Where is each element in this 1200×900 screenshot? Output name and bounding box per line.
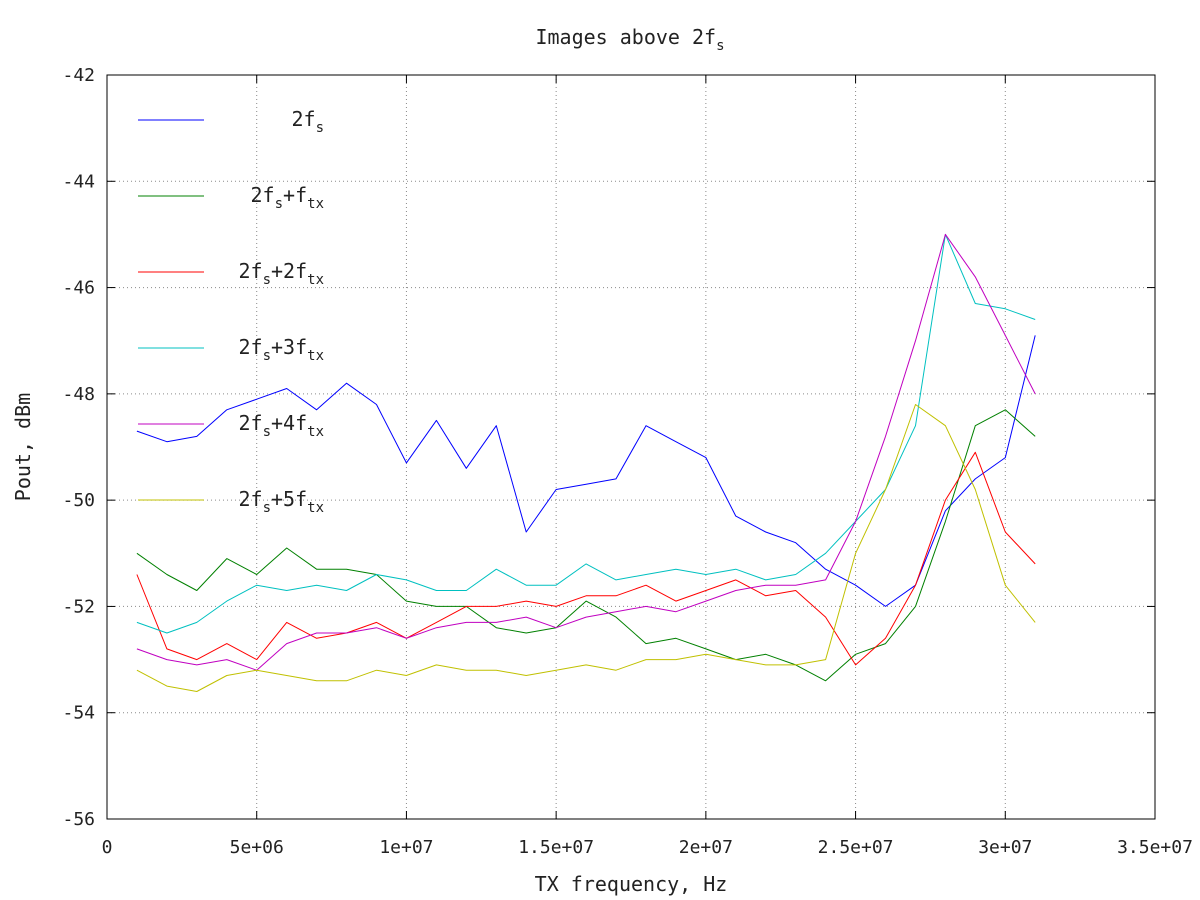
- axis-ticks: [106, 74, 1156, 820]
- x-tick-label: 2.5e+07: [818, 837, 894, 858]
- y-tick-label: -52: [62, 596, 95, 617]
- x-tick-label: 5e+06: [230, 837, 284, 858]
- y-tick-label: -42: [62, 65, 95, 86]
- legend: 2fs 2fs+ftx 2fs+2ftx 2fs+3ftx 2fs+4ftx 2fs+5f…: [138, 107, 324, 516]
- y-tick-label: -44: [62, 171, 95, 192]
- x-tick-label: 1.5e+07: [518, 837, 594, 858]
- legend-label-2: 2fs+ftx: [251, 183, 324, 212]
- y-tick-label: -48: [62, 384, 95, 405]
- x-tick-label: 0: [102, 837, 113, 858]
- tick-labels: 0 5e+06 1e+07 1.5e+07 2e+07 2.5e+07 3e+07 3.5e+…: [62, 65, 1192, 858]
- series-3-line: [136, 451, 1036, 666]
- series-5-line: [136, 233, 1036, 671]
- legend-label-3: 2fs+2ftx: [238, 259, 324, 288]
- legend-label-6: 2fs+5ftx: [238, 487, 324, 516]
- chart-title-main: Images above 2f: [535, 25, 716, 49]
- plot-frame: [106, 74, 1156, 820]
- y-tick-label: -46: [62, 278, 95, 299]
- y-axis-label: Pout, dBm: [11, 393, 35, 501]
- x-tick-label: 2e+07: [679, 837, 733, 858]
- legend-label-5: 2fs+4ftx: [238, 411, 324, 440]
- series-6-line: [136, 404, 1036, 692]
- chart-title: Images above 2fs: [535, 25, 724, 54]
- x-axis-label: TX frequency, Hz: [535, 872, 728, 896]
- y-tick-label: -56: [62, 809, 95, 830]
- y-tick-label: -54: [62, 703, 95, 724]
- x-tick-label: 1e+07: [379, 837, 433, 858]
- y-tick-label: -50: [62, 490, 95, 511]
- series-lines: [136, 233, 1036, 692]
- legend-label-4: 2fs+3ftx: [238, 335, 324, 364]
- series-1-line: [136, 335, 1036, 607]
- legend-label-1: 2fs: [291, 107, 324, 136]
- x-tick-label: 3.5e+07: [1117, 837, 1193, 858]
- grid-lines: [107, 75, 1155, 819]
- series-2-line: [136, 409, 1036, 682]
- chart-title-sub: s: [716, 38, 724, 54]
- x-tick-label: 3e+07: [978, 837, 1032, 858]
